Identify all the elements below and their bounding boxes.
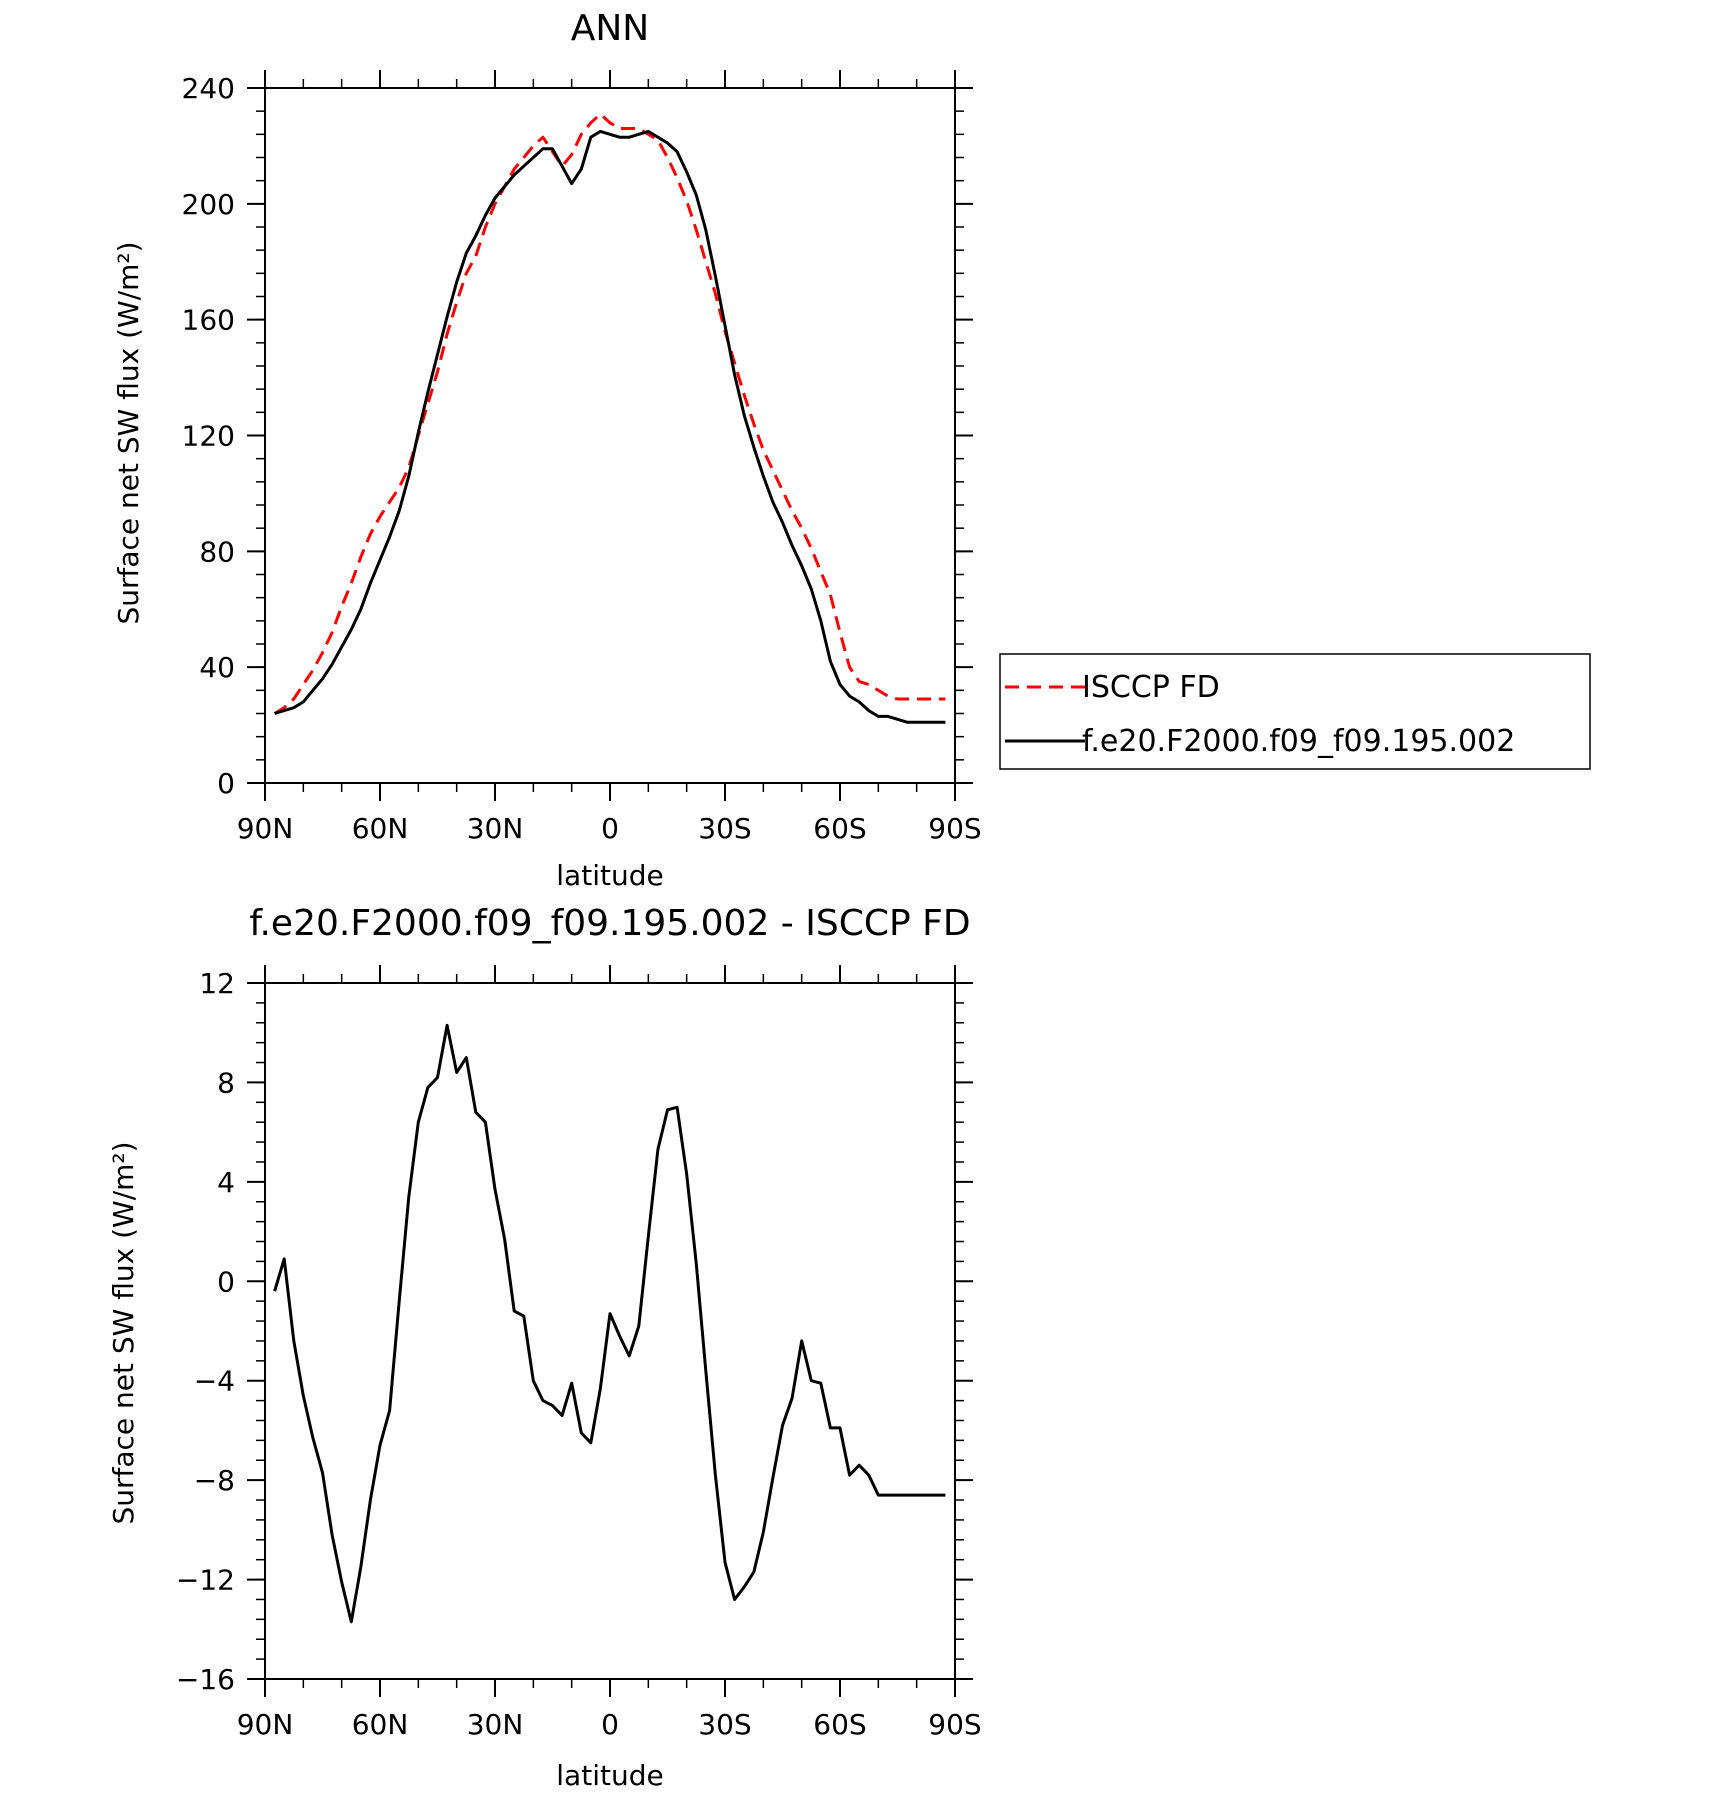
bottom-chart-ylabel: Surface net SW flux (W/m²): [107, 1141, 140, 1524]
top-y-tick-label: 0: [217, 767, 235, 800]
bottom-y-tick-label: 12: [199, 967, 235, 1000]
top-y-tick-label: 240: [182, 72, 235, 105]
top-chart-xlabel: latitude: [556, 859, 663, 892]
top-chart-ylabel: Surface net SW flux (W/m²): [112, 241, 145, 624]
top-y-tick-label: 40: [199, 651, 235, 684]
bottom-x-tick-label: 90S: [928, 1708, 981, 1741]
bottom-chart-xlabel: latitude: [556, 1759, 663, 1792]
bottom-series-line-0: [273, 1023, 946, 1624]
top-x-tick-label: 60S: [813, 812, 866, 845]
top-x-tick-label: 30S: [698, 812, 751, 845]
bottom-x-tick-label: 30S: [698, 1708, 751, 1741]
legend-label-model: f.e20.F2000.f09_f09.195.002: [1082, 724, 1515, 759]
bottom-y-tick-label: −4: [194, 1365, 235, 1398]
bottom-chart-panel: f.e20.F2000.f09_f09.195.002 - ISCCP FD l…: [107, 903, 982, 1792]
bottom-plot-frame: [264, 982, 956, 1680]
legend-label-isccp: ISCCP FD: [1082, 670, 1220, 705]
top-chart-title: ANN: [571, 8, 650, 49]
top-x-tick-label: 60N: [352, 812, 409, 845]
top-series-line-1: [274, 129, 946, 724]
bottom-x-tick-label: 60N: [352, 1708, 409, 1741]
bottom-y-tick-label: 4: [217, 1166, 235, 1199]
bottom-chart-title: f.e20.F2000.f09_f09.195.002 - ISCCP FD: [249, 903, 970, 944]
top-x-tick-label: 0: [601, 812, 619, 845]
bottom-x-tick-label: 30N: [467, 1708, 524, 1741]
bottom-x-tick-label: 90N: [237, 1708, 294, 1741]
top-x-tick-label: 90S: [928, 812, 981, 845]
legend-box: [999, 653, 1591, 770]
top-y-tick-label: 200: [182, 188, 235, 221]
top-chart-panel: ANN latitude Surface net SW flux (W/m²) …: [112, 8, 982, 892]
top-y-tick-label: 80: [199, 535, 235, 568]
top-x-tick-label: 30N: [467, 812, 524, 845]
top-plot-frame: [264, 87, 956, 784]
top-x-tick-label: 90N: [237, 812, 294, 845]
bottom-y-tick-label: −12: [176, 1564, 235, 1597]
bottom-x-tick-label: 0: [601, 1708, 619, 1741]
bottom-y-tick-label: −8: [194, 1464, 235, 1497]
top-y-tick-label: 160: [182, 304, 235, 337]
bottom-y-tick-label: 0: [217, 1265, 235, 1298]
bottom-y-tick-label: 8: [217, 1066, 235, 1099]
top-y-tick-label: 120: [182, 420, 235, 453]
bottom-x-tick-label: 60S: [813, 1708, 866, 1741]
top-series-line-0: [273, 112, 946, 715]
legend: ISCCP FD f.e20.F2000.f09_f09.195.002: [999, 653, 1591, 770]
bottom-y-tick-label: −16: [176, 1663, 235, 1696]
